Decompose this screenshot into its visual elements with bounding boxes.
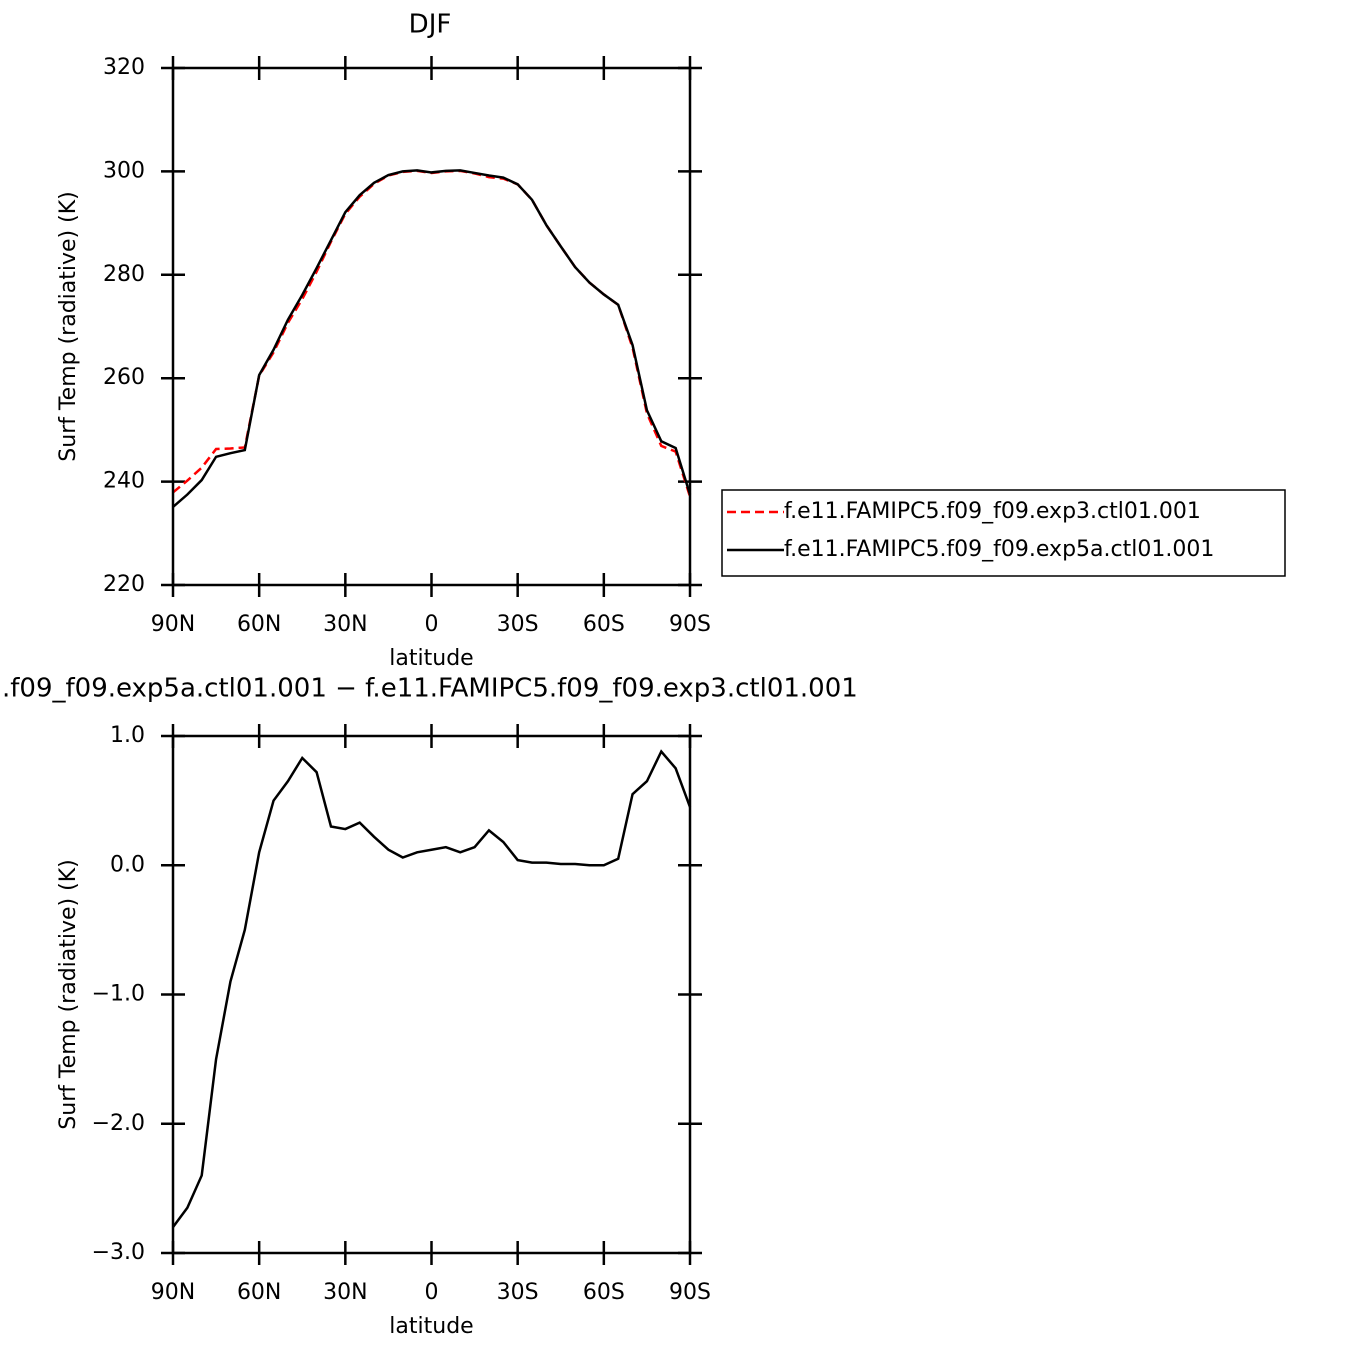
x-tick-label: 30S	[497, 612, 539, 637]
x-tick-label: 30N	[323, 1280, 367, 1305]
chart-title: .f09_f09.exp5a.ctl01.001 − f.e11.FAMIPC5…	[2, 674, 858, 704]
x-tick-label: 60S	[583, 612, 625, 637]
y-tick-label: 300	[103, 158, 145, 183]
x-tick-label: 0	[425, 1280, 439, 1305]
y-tick-label: −2.0	[92, 1111, 145, 1136]
data-line	[172, 169, 692, 497]
y-tick-label: −1.0	[92, 982, 145, 1007]
data-line	[172, 169, 692, 508]
plot-frame	[171, 734, 692, 1255]
x-tick-label: 90N	[151, 1280, 195, 1305]
x-tick-label: 60S	[583, 1280, 625, 1305]
x-axis-label: latitude	[389, 646, 473, 671]
y-tick-label: 0.0	[110, 852, 145, 877]
y-axis-label: Surf Temp (radiative) (K)	[56, 191, 81, 461]
plot-frame	[171, 66, 692, 587]
x-tick-label: 60N	[237, 612, 281, 637]
y-tick-label: 240	[103, 469, 145, 494]
x-axis-label: latitude	[389, 1314, 473, 1339]
x-tick-label: 30N	[323, 612, 367, 637]
y-tick-label: 280	[103, 262, 145, 287]
y-tick-label: −3.0	[92, 1240, 145, 1265]
chart-title: DJF	[409, 10, 452, 40]
x-tick-label: 90S	[669, 612, 711, 637]
y-tick-label: 260	[103, 365, 145, 390]
legend-label: f.e11.FAMIPC5.f09_f09.exp3.ctl01.001	[784, 499, 1201, 524]
legend-box	[721, 489, 1286, 577]
x-tick-label: 30S	[497, 1280, 539, 1305]
x-tick-label: 60N	[237, 1280, 281, 1305]
legend-label: f.e11.FAMIPC5.f09_f09.exp5a.ctl01.001	[784, 537, 1214, 562]
x-tick-label: 0	[425, 612, 439, 637]
y-tick-label: 220	[103, 572, 145, 597]
data-line	[171, 749, 692, 1228]
y-tick-label: 320	[103, 55, 145, 80]
y-axis-label: Surf Temp (radiative) (K)	[56, 859, 81, 1129]
y-tick-label: 1.0	[110, 723, 145, 748]
x-tick-label: 90S	[669, 1280, 711, 1305]
x-tick-label: 90N	[151, 612, 195, 637]
